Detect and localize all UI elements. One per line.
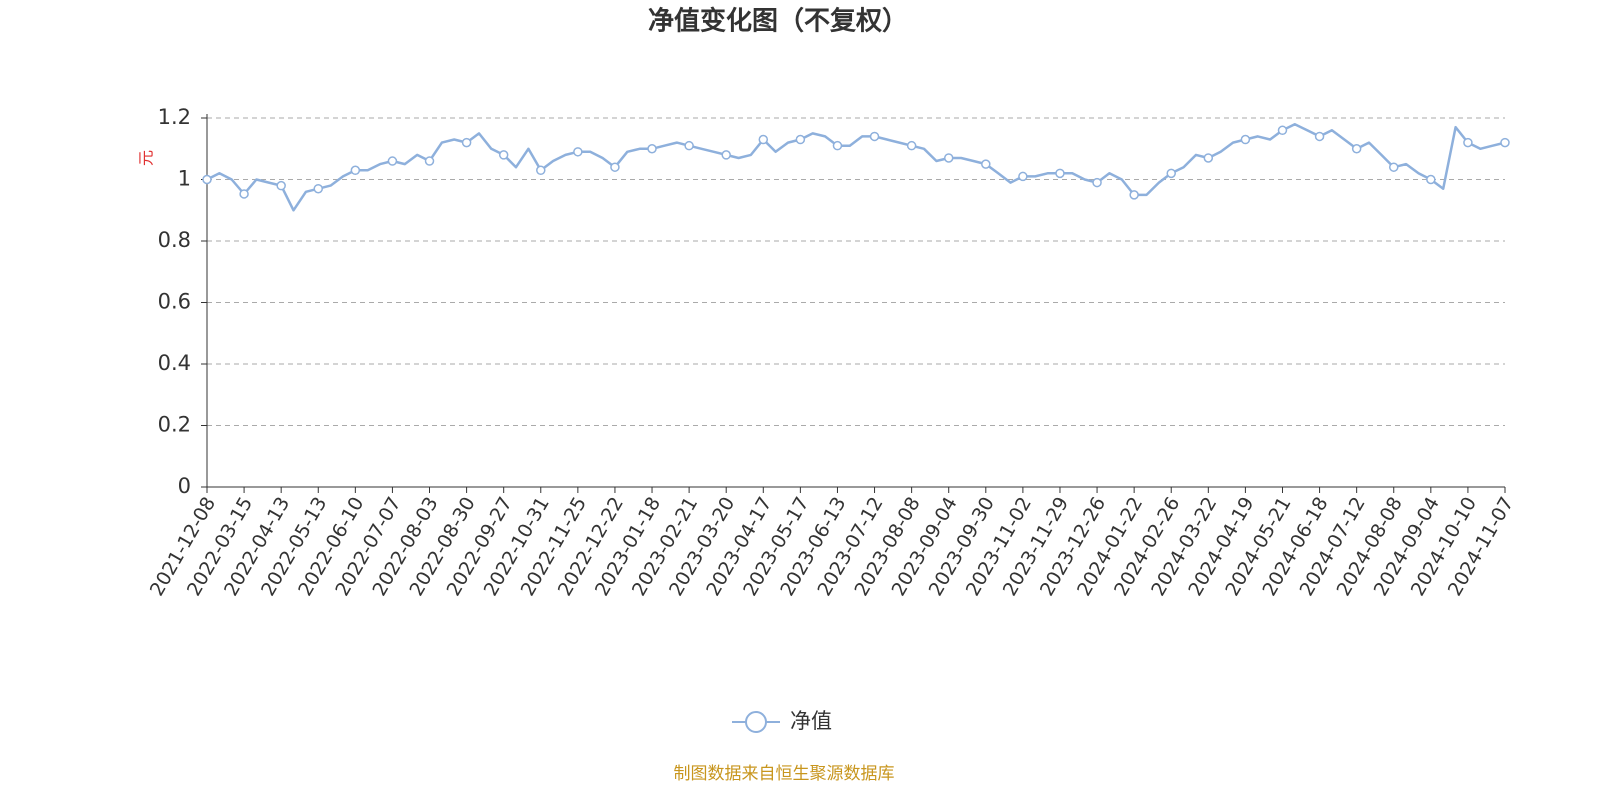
legend-label: 净值 [790, 709, 832, 733]
point-marker [1351, 144, 1362, 154]
point-marker [498, 150, 509, 160]
y-axis-label: 元 [137, 150, 156, 166]
point-marker [1463, 137, 1473, 148]
point-marker [1314, 131, 1325, 142]
chart-title: 净值变化图（不复权） [648, 6, 908, 37]
y-tick-label: 0.6 [158, 290, 191, 314]
point-marker [647, 144, 657, 154]
point-marker [1388, 162, 1399, 172]
point-marker [239, 189, 249, 199]
point-marker [1166, 168, 1176, 179]
point-marker [1092, 177, 1102, 188]
point-marker [1277, 125, 1288, 136]
y-tick-label: 0.4 [158, 351, 191, 375]
y-tick-label: 1.2 [158, 105, 191, 129]
point-marker [573, 147, 583, 157]
y-tick-label: 1 [178, 167, 191, 191]
point-marker [387, 156, 398, 166]
point-marker [1500, 137, 1510, 148]
y-tick-label: 0 [178, 474, 191, 498]
line [206, 122, 1506, 212]
point-marker [795, 134, 806, 145]
point-marker [1426, 174, 1436, 185]
point-marker [1129, 190, 1139, 200]
y-tick-label: 0.8 [158, 228, 191, 252]
point-marker [758, 134, 769, 145]
point-marker [943, 153, 954, 163]
point-marker [536, 165, 546, 176]
point-marker [610, 162, 620, 172]
point-marker [721, 150, 731, 160]
legend-marker [745, 711, 767, 733]
point-marker [684, 140, 694, 151]
point-marker [1203, 153, 1214, 163]
point-marker [981, 159, 991, 169]
point-marker [1055, 168, 1065, 179]
point-marker [424, 156, 435, 166]
y-tick-label: 0.2 [158, 413, 191, 437]
point-marker [276, 180, 286, 191]
point-marker [313, 183, 324, 194]
point-marker [869, 131, 880, 142]
point-marker [350, 165, 361, 176]
point-marker [832, 140, 843, 151]
point-marker [202, 174, 212, 185]
point-marker [906, 140, 917, 151]
point-marker [461, 137, 472, 148]
point-marker [1240, 134, 1251, 145]
point-marker [1018, 171, 1028, 182]
source-note: 制图数据来自恒生聚源数据库 [674, 764, 895, 784]
